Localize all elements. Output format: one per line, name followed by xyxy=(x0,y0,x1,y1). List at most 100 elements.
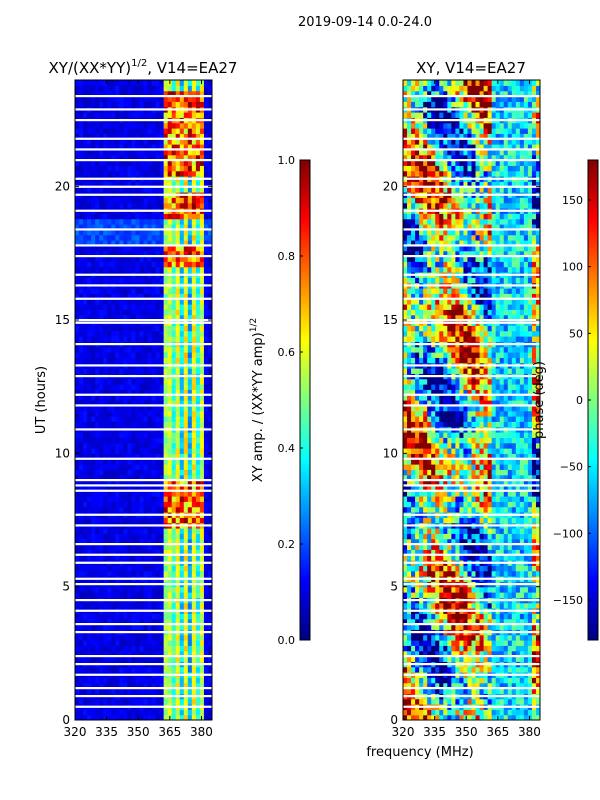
amplitude-heatmap-cell xyxy=(87,202,92,209)
amplitude-heatmap-cell xyxy=(127,149,133,156)
amplitude-heatmap-cell xyxy=(115,309,120,316)
amplitude-heatmap-cell xyxy=(191,128,197,134)
amplitude-heatmap-cell xyxy=(79,304,84,310)
phase-heatmap-cell xyxy=(523,624,529,630)
amplitude-heatmap-cell xyxy=(147,442,153,449)
amplitude-heatmap-cell xyxy=(155,448,161,454)
phase-heatmap-cell xyxy=(479,645,485,652)
phase-heatmap-cell xyxy=(471,618,477,625)
phase-heatmap-cell xyxy=(523,666,529,673)
amplitude-heatmap-cell xyxy=(83,618,88,625)
amplitude-heatmap-cell xyxy=(199,544,205,550)
amplitude-heatmap-cell xyxy=(183,618,189,625)
amplitude-heatmap-cell xyxy=(79,538,84,545)
amplitude-heatmap-cell xyxy=(163,224,169,230)
amplitude-heatmap-cell xyxy=(191,613,197,620)
amplitude-heatmap-cell xyxy=(143,506,149,513)
amplitude-heatmap-cell xyxy=(163,325,169,332)
amplitude-colorbar-tick-label: 0.4 xyxy=(278,442,296,455)
amplitude-heatmap-cell xyxy=(91,357,96,364)
amplitude-heatmap-cell xyxy=(103,517,108,524)
phase-heatmap-cell xyxy=(443,688,448,694)
amplitude-heatmap-cell xyxy=(135,490,141,497)
amplitude-heatmap-cell xyxy=(199,405,205,412)
phase-heatmap-cell xyxy=(527,618,533,625)
amplitude-heatmap-cell xyxy=(203,218,209,225)
amplitude-heatmap-cell xyxy=(99,325,104,332)
phase-heatmap-cell xyxy=(503,650,509,657)
phase-heatmap-cell xyxy=(495,650,501,657)
amplitude-heatmap-cell xyxy=(175,394,181,401)
amplitude-heatmap-cell xyxy=(195,474,201,481)
phase-heatmap-cell xyxy=(523,698,529,705)
amplitude-heatmap-cell xyxy=(187,144,193,150)
amplitude-heatmap-cell xyxy=(147,80,153,86)
amplitude-heatmap-cell xyxy=(143,570,149,577)
amplitude-heatmap-cell xyxy=(119,160,124,166)
amplitude-heatmap-cell xyxy=(195,613,201,620)
amplitude-heatmap-cell xyxy=(195,277,201,284)
amplitude-heatmap-cell xyxy=(167,122,173,129)
amplitude-heatmap-cell xyxy=(143,682,149,689)
amplitude-heatmap-cell xyxy=(187,256,193,262)
amplitude-heatmap-cell xyxy=(111,458,116,465)
amplitude-heatmap-cell xyxy=(191,666,197,673)
amplitude-heatmap-cell xyxy=(195,410,201,417)
amplitude-heatmap-cell xyxy=(191,618,197,625)
amplitude-heatmap-cell xyxy=(115,586,120,593)
phase-heatmap-cell xyxy=(511,677,517,684)
amplitude-heatmap-cell xyxy=(199,714,205,720)
amplitude-heatmap-cell xyxy=(187,634,193,641)
amplitude-heatmap-cell xyxy=(83,650,88,657)
phase-heatmap-cell xyxy=(511,613,517,620)
amplitude-heatmap-cell xyxy=(183,458,189,465)
amplitude-heatmap-cell xyxy=(143,480,149,486)
amplitude-heatmap-cell xyxy=(83,485,88,492)
amplitude-heatmap-cell xyxy=(111,394,116,401)
amplitude-heatmap-cell xyxy=(171,698,177,705)
amplitude-heatmap-cell xyxy=(143,458,149,465)
amplitude-heatmap-cell xyxy=(103,101,108,108)
amplitude-heatmap-cell xyxy=(171,656,177,662)
phase-heatmap-cell xyxy=(467,688,473,694)
phase-heatmap-cell xyxy=(423,677,428,684)
amplitude-heatmap-cell xyxy=(207,448,212,454)
phase-heatmap-cell xyxy=(491,682,497,689)
phase-heatmap-cell xyxy=(499,634,505,641)
amplitude-heatmap-cell xyxy=(175,624,181,630)
amplitude-heatmap-cell xyxy=(91,565,96,572)
amplitude-heatmap-cell xyxy=(171,165,177,172)
phase-heatmap-cell xyxy=(519,677,525,684)
amplitude-heatmap-cell xyxy=(83,442,88,449)
amplitude-heatmap-cell xyxy=(75,309,80,316)
phase-heatmap-cell xyxy=(495,618,501,625)
amplitude-heatmap-cell xyxy=(175,298,181,305)
amplitude-heatmap-cell xyxy=(207,346,212,353)
amplitude-heatmap-cell xyxy=(99,549,104,556)
amplitude-heatmap-cell xyxy=(131,245,137,252)
amplitude-heatmap-cell xyxy=(75,496,80,502)
amplitude-heatmap-cell xyxy=(131,656,137,662)
amplitude-heatmap-cell xyxy=(167,186,173,193)
amplitude-heatmap-cell xyxy=(75,528,80,534)
amplitude-heatmap-cell xyxy=(151,544,157,550)
amplitude-heatmap-cell xyxy=(107,357,112,364)
amplitude-heatmap-cell xyxy=(151,218,157,225)
amplitude-heatmap-cell xyxy=(103,634,108,641)
amplitude-heatmap-cell xyxy=(127,202,133,209)
amplitude-heatmap-cell xyxy=(123,618,128,625)
amplitude-heatmap-cell xyxy=(183,528,189,534)
amplitude-heatmap-cell xyxy=(143,240,149,246)
amplitude-heatmap-cell xyxy=(91,133,96,140)
amplitude-heatmap-cell xyxy=(199,549,205,556)
amplitude-heatmap-cell xyxy=(159,261,165,268)
amplitude-y-tick-label: 15 xyxy=(55,313,70,327)
amplitude-heatmap-cell xyxy=(131,112,137,118)
amplitude-heatmap-cell xyxy=(195,330,201,337)
amplitude-heatmap-cell xyxy=(175,261,181,268)
phase-heatmap-cell xyxy=(487,645,493,652)
phase-heatmap-cell xyxy=(423,640,428,646)
amplitude-heatmap-cell xyxy=(115,698,120,705)
amplitude-heatmap-cell xyxy=(151,501,157,508)
amplitude-heatmap-cell xyxy=(95,325,100,332)
